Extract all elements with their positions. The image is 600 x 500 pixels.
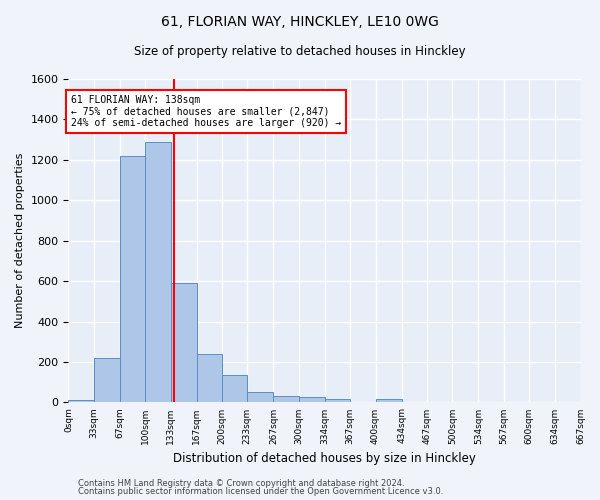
Bar [170, 283, 197, 403]
Bar [145, 142, 170, 402]
Y-axis label: Number of detached properties: Number of detached properties [15, 153, 25, 328]
X-axis label: Distribution of detached houses by size in Hinckley: Distribution of detached houses by size … [173, 452, 476, 465]
Bar [325, 400, 350, 402]
Bar [120, 156, 145, 402]
Bar [247, 392, 274, 402]
Text: Contains public sector information licensed under the Open Government Licence v3: Contains public sector information licen… [78, 487, 443, 496]
Bar [299, 398, 325, 402]
Bar [197, 354, 222, 403]
Bar [222, 375, 247, 402]
Text: 61, FLORIAN WAY, HINCKLEY, LE10 0WG: 61, FLORIAN WAY, HINCKLEY, LE10 0WG [161, 15, 439, 29]
Text: Size of property relative to detached houses in Hinckley: Size of property relative to detached ho… [134, 45, 466, 58]
Bar [94, 358, 120, 403]
Bar [376, 400, 401, 402]
Bar [274, 396, 299, 402]
Text: 61 FLORIAN WAY: 138sqm
← 75% of detached houses are smaller (2,847)
24% of semi-: 61 FLORIAN WAY: 138sqm ← 75% of detached… [71, 95, 341, 128]
Text: Contains HM Land Registry data © Crown copyright and database right 2024.: Contains HM Land Registry data © Crown c… [78, 478, 404, 488]
Bar [68, 400, 94, 402]
